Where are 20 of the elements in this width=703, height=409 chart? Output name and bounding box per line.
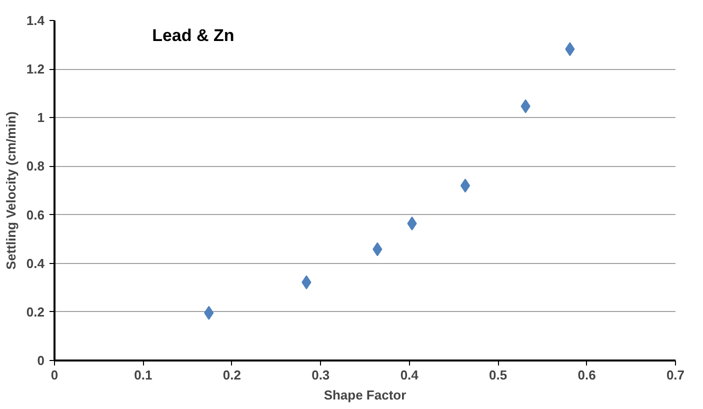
x-tick-label: 0.6 [578,368,596,382]
y-tick-label: 0.4 [26,256,46,271]
point [460,178,470,193]
x-tick-label: 0.2 [222,368,241,382]
y-tick-label: 0.8 [26,158,45,174]
y-axis-title: Settling Velocity (cm/min) [3,111,18,270]
y-tick-label: 1 [37,110,45,126]
x-tick-label: 0.7 [666,368,685,382]
x-axis-title: Shape Factor [324,388,406,402]
x-tick-label: 0 [50,368,58,382]
y-tick-label: 0.6 [26,207,45,222]
x-tick-label: 0.1 [134,368,152,382]
x-tick-label: 0.3 [312,368,330,382]
y-tick-label: 1.4 [26,13,46,28]
y-tick-label: 0.2 [26,304,45,320]
chart-title: Lead & Zn [152,26,234,45]
y-tick-label: 1.2 [26,62,45,77]
x-tick-label: 0.5 [489,368,508,382]
x-tick-label: 0.4 [400,368,420,382]
y-tick-label: 0 [37,353,45,368]
